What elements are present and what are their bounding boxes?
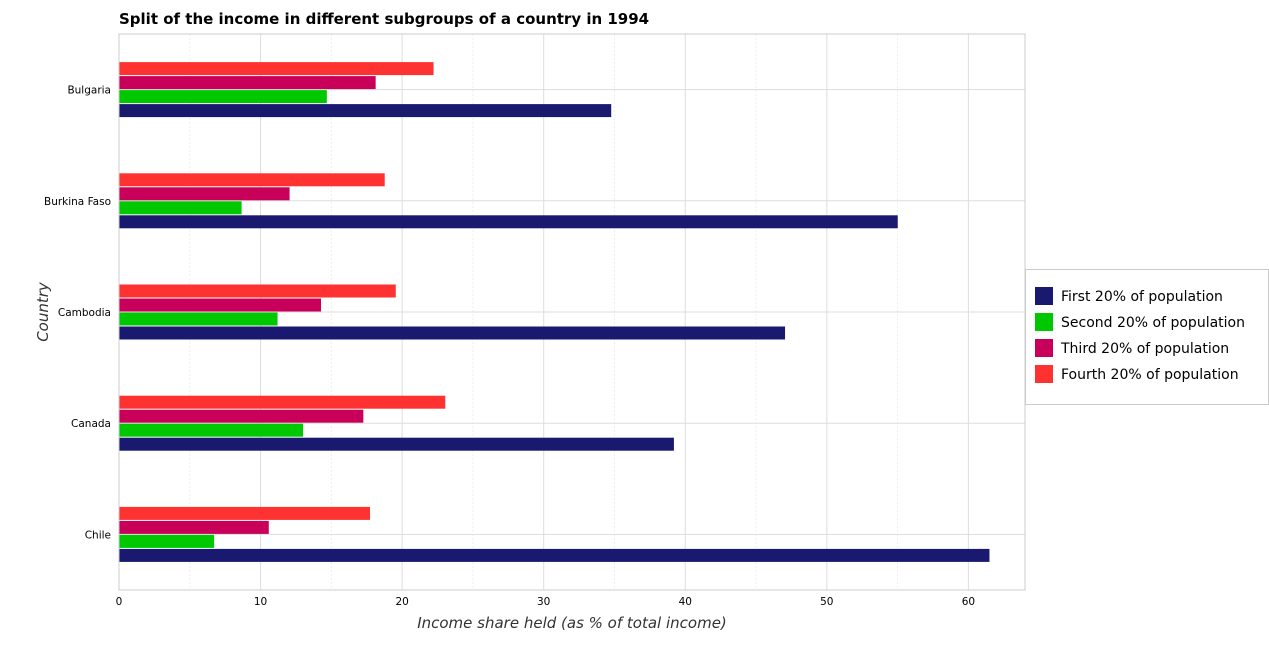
legend-label: Fourth 20% of population	[1061, 367, 1239, 383]
bar-third-20-of-population-chile	[119, 520, 269, 534]
x-axis-label: Income share held (as % of total income)	[417, 614, 727, 632]
grid-lines	[118, 34, 1025, 590]
x-tick-label: 0	[116, 596, 123, 608]
x-tick-label: 40	[679, 596, 692, 608]
y-tick-label: Chile	[85, 529, 111, 541]
chart-title: Split of the income in different subgrou…	[119, 10, 649, 28]
bar-fourth-20-of-population-canada	[119, 395, 446, 409]
bar-second-20-of-population-canada	[119, 423, 304, 437]
x-tick-label: 10	[254, 596, 267, 608]
legend-swatch	[1035, 365, 1053, 383]
bar-third-20-of-population-cambodia	[119, 298, 322, 312]
bar-second-20-of-population-cambodia	[119, 312, 278, 326]
legend-swatch	[1035, 339, 1053, 357]
bar-third-20-of-population-burkina-faso	[119, 187, 290, 201]
bar-first-20-of-population-burkina-faso	[119, 215, 898, 229]
x-tick-label: 30	[537, 596, 550, 608]
bar-second-20-of-population-chile	[119, 534, 215, 548]
x-tick-label: 50	[820, 596, 833, 608]
legend-label: Second 20% of population	[1061, 315, 1245, 331]
bar-first-20-of-population-chile	[119, 548, 990, 562]
x-tick-label: 20	[395, 596, 408, 608]
y-tick-label: Cambodia	[58, 307, 111, 319]
bar-fourth-20-of-population-burkina-faso	[119, 173, 385, 187]
y-tick-label: Canada	[71, 418, 111, 430]
y-axis-label: Country	[34, 281, 52, 342]
legend-swatch	[1035, 313, 1053, 331]
bar-second-20-of-population-burkina-faso	[119, 201, 242, 215]
bars	[119, 62, 990, 562]
legend-swatch	[1035, 287, 1053, 305]
y-tick-label: Bulgaria	[67, 85, 111, 97]
bar-second-20-of-population-bulgaria	[119, 90, 327, 104]
legend: First 20% of population Second 20% of pop…	[1025, 269, 1269, 405]
legend-label: First 20% of population	[1061, 289, 1223, 305]
x-tick-label: 60	[962, 596, 975, 608]
bar-fourth-20-of-population-bulgaria	[119, 62, 434, 76]
bar-fourth-20-of-population-chile	[119, 506, 370, 520]
bar-fourth-20-of-population-cambodia	[119, 284, 396, 298]
bar-first-20-of-population-cambodia	[119, 326, 786, 340]
bar-third-20-of-population-canada	[119, 409, 364, 423]
bar-third-20-of-population-bulgaria	[119, 76, 376, 90]
bar-first-20-of-population-bulgaria	[119, 104, 612, 118]
y-tick-label: Burkina Faso	[44, 196, 111, 208]
legend-label: Third 20% of population	[1060, 341, 1229, 357]
y-tick-labels: Bulgaria Burkina Faso Cambodia Canada Chile	[44, 85, 111, 542]
x-tick-labels: 0 10 20 30 40 50 60	[116, 596, 975, 608]
legend-box	[1025, 269, 1269, 405]
bar-first-20-of-population-canada	[119, 437, 674, 451]
